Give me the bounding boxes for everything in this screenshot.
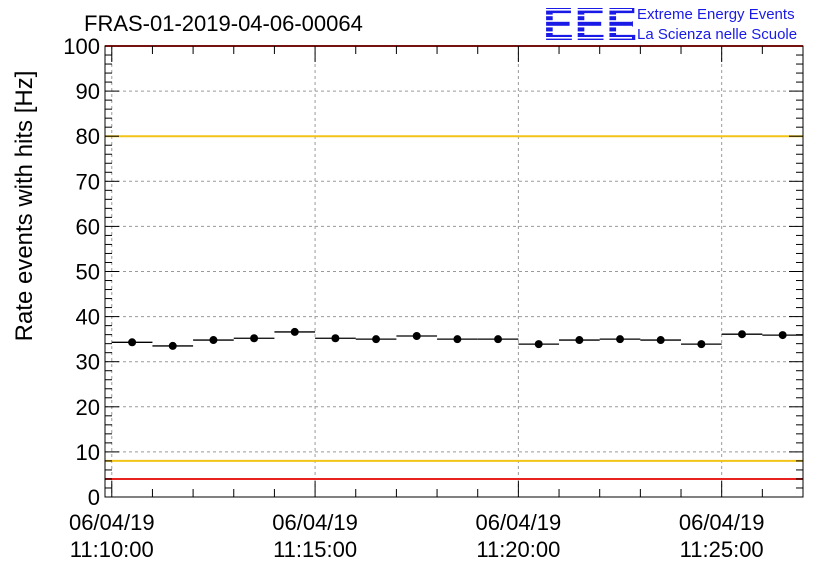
logo-stripe	[540, 9, 632, 11]
data-point	[250, 334, 259, 343]
x-tick-label-date: 06/04/19	[679, 510, 765, 535]
y-axis-label: Rate events with hits [Hz]	[11, 71, 38, 342]
data-series	[111, 327, 803, 350]
x-tick-label-time: 11:25:00	[680, 537, 764, 562]
data-point	[616, 335, 625, 344]
data-point	[453, 335, 462, 344]
data-point	[168, 341, 177, 350]
data-point	[738, 330, 747, 339]
logo-stripe	[540, 25, 632, 28]
data-point	[412, 331, 421, 340]
logo-stripe	[540, 20, 632, 22]
reference-lines	[105, 45, 803, 480]
y-tick-label: 90	[76, 79, 100, 104]
logo-stripe	[540, 31, 632, 33]
data-point	[534, 340, 543, 349]
y-tick-label: 10	[76, 440, 100, 465]
logo-line-2: La Scienza nelle Scuole	[637, 26, 797, 43]
logo-line-1: Extreme Energy Events	[637, 6, 795, 23]
y-tick-label: 50	[76, 260, 100, 285]
y-tick-label: 60	[76, 214, 100, 239]
x-tick-label-time: 11:20:00	[476, 537, 560, 562]
data-point	[331, 334, 340, 343]
logo-stripe	[540, 14, 632, 17]
data-point	[697, 340, 706, 349]
x-tick-label-time: 11:15:00	[273, 537, 357, 562]
y-tick-label: 0	[88, 485, 100, 510]
y-tick-labels: 0 10 20 30 40 50 60 70 80 90 100	[63, 34, 100, 510]
x-tick-label-date: 06/04/19	[476, 510, 562, 535]
chart-title: FRAS-01-2019-04-06-00064	[84, 11, 363, 36]
y-tick-label: 80	[76, 124, 100, 149]
y-tick-label: 70	[76, 169, 100, 194]
logo-mark: EEE	[540, 0, 638, 50]
data-point	[656, 336, 665, 345]
x-tick-label-date: 06/04/19	[69, 510, 155, 535]
data-point	[494, 335, 503, 344]
y-tick-label: 100	[63, 34, 100, 59]
data-point	[290, 327, 299, 336]
logo-mark-text: EEE	[543, 0, 638, 50]
logo-stripe	[540, 37, 632, 39]
x-tick-labels: 06/04/1911:10:0006/04/1911:15:0006/04/19…	[69, 510, 765, 562]
y-tick-label: 30	[76, 350, 100, 375]
data-point	[128, 338, 137, 347]
x-tick-label-time: 11:10:00	[70, 537, 154, 562]
data-point	[372, 335, 381, 344]
eee-logo: EEE Extreme Energy Events La Scienza nel…	[540, 0, 797, 50]
y-tick-label: 20	[76, 395, 100, 420]
grid	[105, 46, 803, 497]
x-tick-label-date: 06/04/19	[272, 510, 358, 535]
data-point	[575, 336, 584, 345]
axes	[104, 45, 804, 498]
data-point	[778, 331, 787, 340]
y-tick-label: 40	[76, 305, 100, 330]
data-point	[209, 336, 218, 345]
